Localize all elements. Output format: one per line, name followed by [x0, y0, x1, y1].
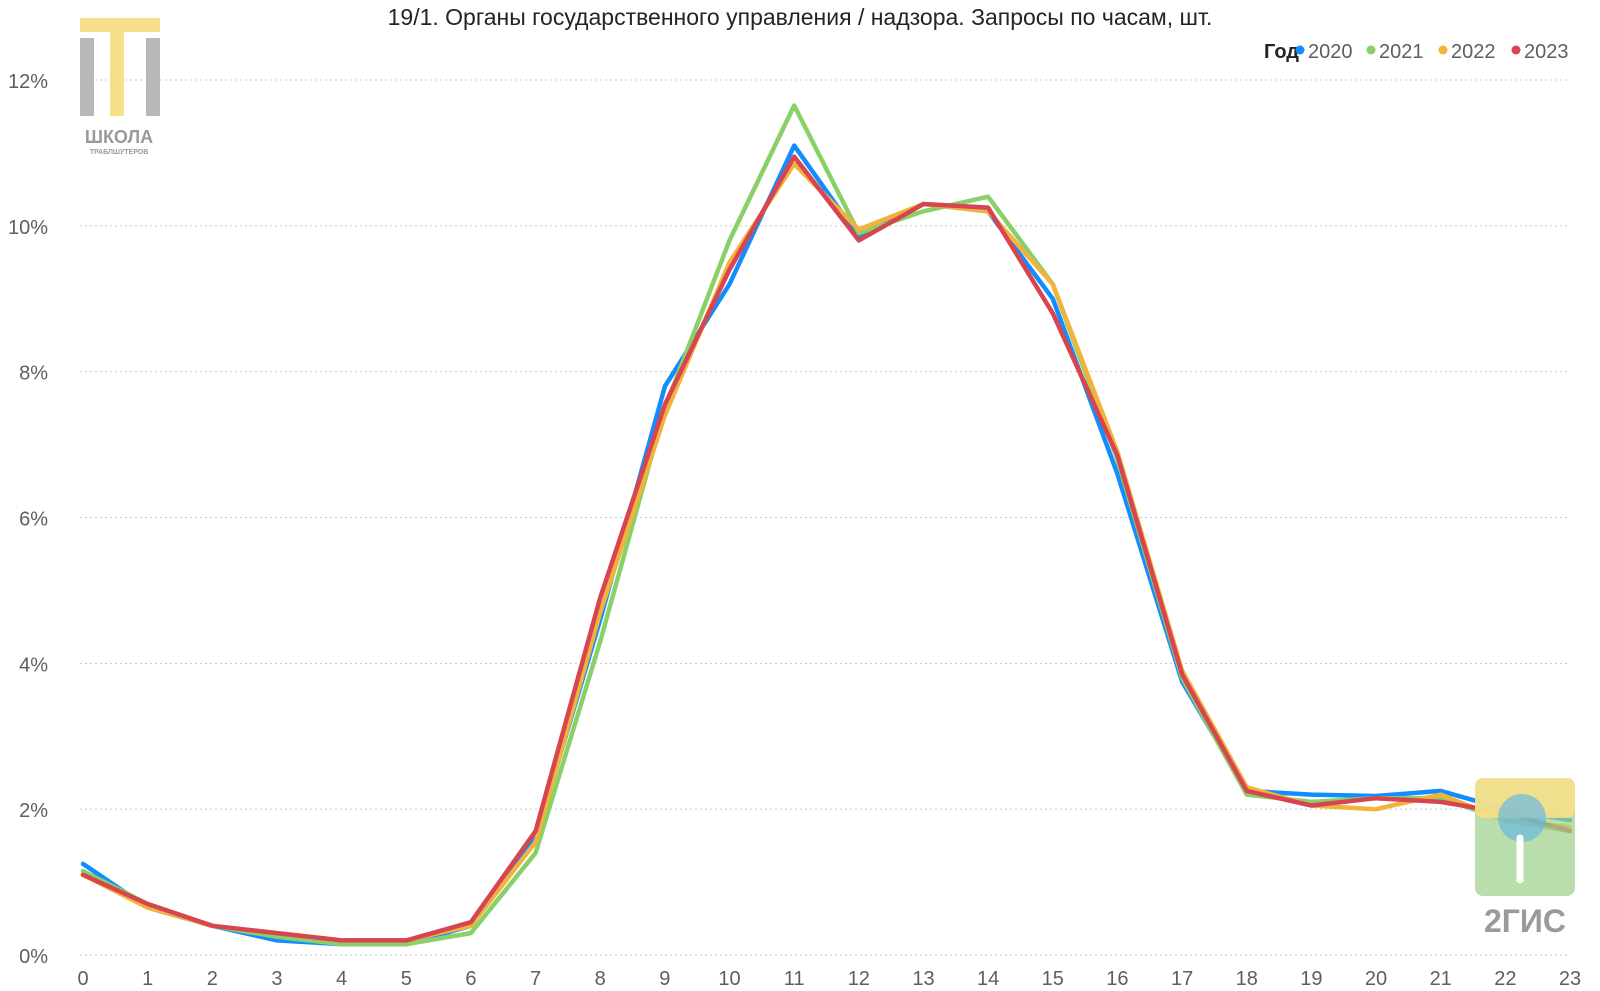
- x-tick-label: 15: [1042, 968, 1064, 990]
- y-axis: 0% 2% 4% 6% 8% 10% 12%: [8, 71, 48, 968]
- chart-title: 19/1. Органы государственного управления…: [388, 4, 1213, 30]
- y-tick-label: 0%: [19, 946, 48, 968]
- legend: Год 2020 2021 2022 2023: [1264, 41, 1569, 63]
- series-line-2020: [80, 143, 1573, 947]
- x-tick-label: 5: [401, 968, 412, 990]
- school-logo-right-pillar: [146, 38, 160, 116]
- series-lines: [80, 103, 1573, 947]
- legend-label-2023: 2023: [1524, 41, 1569, 63]
- 2gis-logo-text: 2ГИС: [1484, 903, 1566, 939]
- x-tick-label: 17: [1171, 968, 1193, 990]
- x-tick-label: 10: [718, 968, 740, 990]
- legend-items: 2020 2021 2022 2023: [1295, 41, 1569, 63]
- x-tick-label: 12: [848, 968, 870, 990]
- school-logo-left-pillar: [80, 38, 94, 116]
- y-tick-label: 10%: [8, 217, 48, 239]
- legend-marker-2022: [1438, 45, 1448, 55]
- x-tick-label: 3: [271, 968, 282, 990]
- x-tick-label: 21: [1430, 968, 1452, 990]
- x-tick-label: 8: [595, 968, 606, 990]
- grid-lines: [80, 79, 1570, 956]
- x-tick-label: 20: [1365, 968, 1387, 990]
- series-line-2023: [80, 154, 1573, 943]
- legend-marker-2020: [1295, 45, 1305, 55]
- legend-label-2020: 2020: [1308, 41, 1353, 63]
- x-tick-label: 4: [336, 968, 347, 990]
- series-line-2022: [80, 161, 1573, 943]
- y-tick-label: 12%: [8, 71, 48, 93]
- x-tick-label: 14: [977, 968, 999, 990]
- legend-title: Год: [1264, 41, 1299, 63]
- y-tick-label: 6%: [19, 509, 48, 531]
- x-tick-label: 19: [1300, 968, 1322, 990]
- 2gis-logo: 2ГИС: [1475, 778, 1575, 939]
- x-tick-label: 22: [1494, 968, 1516, 990]
- y-tick-label: 2%: [19, 800, 48, 822]
- school-logo-text: ШКОЛА: [85, 127, 153, 147]
- x-tick-label: 13: [912, 968, 934, 990]
- series-line-2021: [80, 103, 1573, 947]
- x-tick-label: 1: [142, 968, 153, 990]
- school-logo-stem: [110, 18, 124, 116]
- legend-label-2021: 2021: [1379, 41, 1424, 63]
- x-tick-label: 0: [77, 968, 88, 990]
- y-tick-label: 8%: [19, 363, 48, 385]
- x-tick-label: 6: [465, 968, 476, 990]
- x-tick-label: 9: [659, 968, 670, 990]
- school-troubleshooters-logo: ШКОЛА ТРАБЛШУТЕРОВ: [80, 18, 160, 156]
- legend-label-2022: 2022: [1451, 41, 1496, 63]
- school-logo-subtext: ТРАБЛШУТЕРОВ: [90, 149, 149, 156]
- x-tick-label: 18: [1236, 968, 1258, 990]
- y-tick-label: 4%: [19, 654, 48, 676]
- x-tick-label: 16: [1106, 968, 1128, 990]
- x-axis: 0 1 2 3 4 5 6 7 8 9 10 11 12 13 14 15 16 17 18 19 20 21 22 23: [77, 968, 1581, 990]
- legend-marker-2021: [1366, 45, 1376, 55]
- x-tick-label: 23: [1559, 968, 1581, 990]
- x-tick-label: 2: [207, 968, 218, 990]
- 2gis-logo-pin: [1498, 794, 1546, 842]
- x-tick-label: 11: [784, 968, 805, 990]
- x-tick-label: 7: [530, 968, 541, 990]
- legend-marker-2023: [1511, 45, 1521, 55]
